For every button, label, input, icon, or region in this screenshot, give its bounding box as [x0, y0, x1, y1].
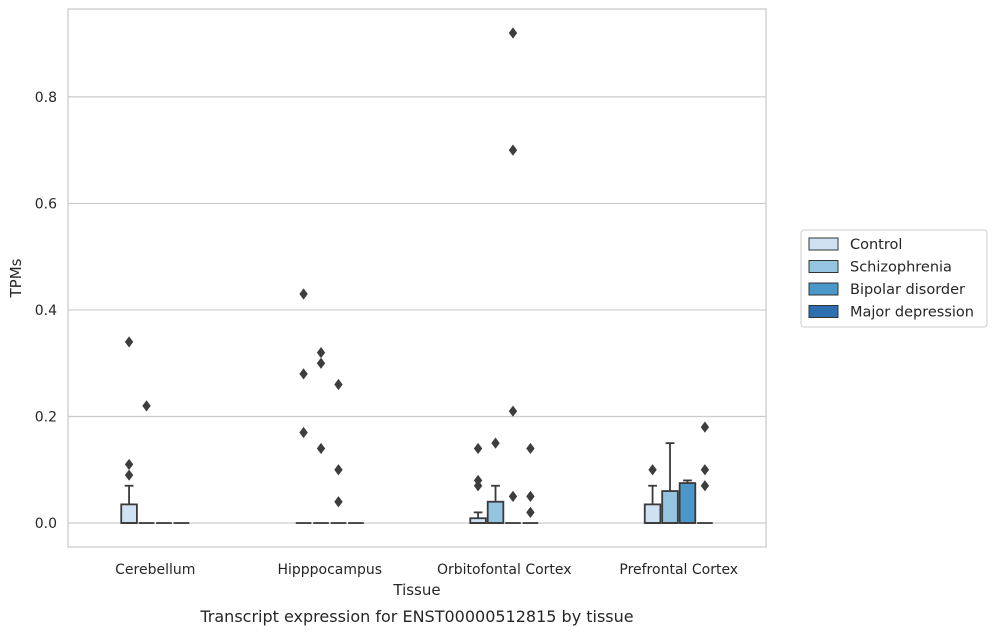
y-axis-label: TPMs: [7, 258, 25, 298]
outlier-point: [124, 469, 134, 481]
x-tick-label: Hipppocampus: [277, 562, 382, 578]
boxes: [120, 442, 713, 524]
x-axis-label: Tissue: [392, 581, 440, 599]
legend-entry: Schizophrenia: [850, 260, 952, 276]
y-tick-label: 0.4: [35, 303, 57, 319]
legend-swatch: [808, 282, 839, 296]
box-bipolar-disorder: [678, 482, 697, 524]
box-control: [643, 503, 662, 524]
outlier-point: [648, 464, 657, 476]
outlier-point: [299, 368, 308, 380]
legend-entry: Bipolar disorder: [850, 282, 965, 298]
chart-caption: Transcript expression for ENST0000051281…: [199, 607, 633, 626]
legend: Control Schizophrenia Bipolar disorder Majo…: [800, 229, 988, 328]
y-tick-label: 0.6: [35, 196, 57, 212]
y-tick-label: 0.2: [35, 409, 57, 425]
x-axis-ticks: Cerebellum Hipppocampus Orbitofontal Corte…: [115, 562, 738, 578]
outlier-point: [142, 400, 151, 412]
outlier-point: [508, 144, 518, 156]
outlier-point: [334, 496, 343, 508]
outlier-point: [473, 480, 483, 492]
outlier-point: [124, 458, 134, 471]
outlier-point: [508, 27, 518, 39]
outlier-point: [700, 421, 710, 433]
outlier-point: [316, 442, 326, 455]
y-tick-label: 0.0: [35, 516, 57, 532]
outlier-point: [700, 464, 710, 476]
box-schizophrenia: [661, 490, 679, 524]
outlier-point: [334, 378, 343, 391]
outlier-point: [526, 442, 535, 455]
outliers: [124, 27, 710, 518]
outlier-point: [508, 490, 518, 502]
legend-swatch: [808, 237, 839, 251]
x-tick-label: Prefrontal Cortex: [619, 562, 738, 578]
outlier-point: [491, 437, 500, 449]
box-control: [120, 503, 138, 524]
y-axis-ticks: 0.0 0.2 0.4 0.6 0.8: [35, 90, 57, 532]
legend-swatch: [808, 260, 839, 273]
outlier-point: [526, 490, 535, 502]
plot-area: [67, 8, 767, 548]
legend-entry: Major depression: [850, 305, 974, 321]
outlier-point: [473, 442, 483, 455]
x-tick-label: Orbitofontal Cortex: [437, 562, 572, 578]
y-tick-label: 0.8: [35, 90, 57, 106]
legend-swatch: [808, 305, 839, 318]
outlier-point: [316, 357, 326, 369]
outlier-point: [299, 288, 308, 300]
outlier-point: [508, 405, 518, 417]
gridlines: [68, 96, 766, 524]
outlier-point: [700, 480, 710, 492]
outlier-point: [526, 506, 535, 518]
x-tick-label: Cerebellum: [115, 562, 195, 578]
outlier-point: [124, 336, 134, 348]
box-schizophrenia: [486, 500, 505, 524]
legend-frame: [800, 229, 988, 328]
legend-entry: Control: [850, 237, 902, 253]
outlier-point: [334, 464, 343, 476]
outlier-point: [299, 426, 308, 439]
outlier-point: [316, 346, 326, 359]
